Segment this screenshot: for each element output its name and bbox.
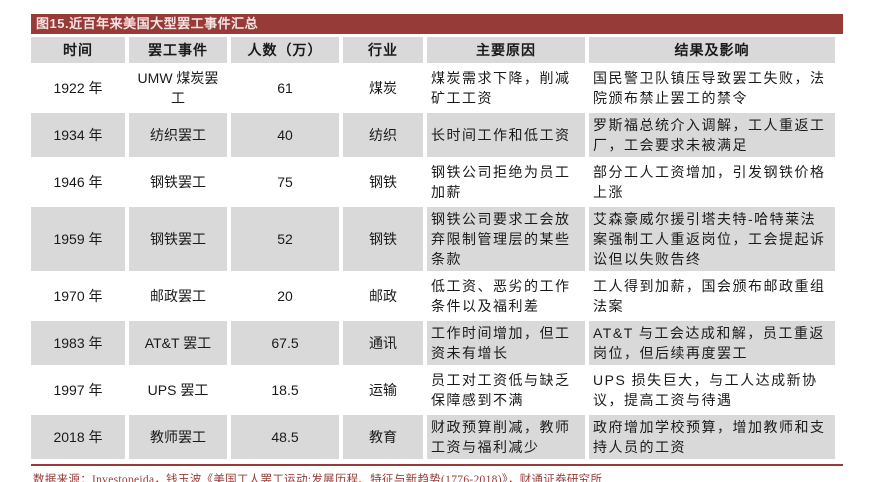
- cell-industry: 通讯: [343, 321, 423, 365]
- cell-result: UPS 损失巨大，与工人达成新协议，提高工资与待遇: [593, 372, 818, 408]
- cell-reason: 工作时间增加，但工资未有增长: [427, 321, 585, 365]
- bottom-divider: [31, 464, 843, 466]
- cell-reason: 钢铁公司拒绝为员工加薪: [431, 164, 571, 200]
- cell-industry: 运输: [369, 382, 397, 398]
- table-row: 1983 年 AT&T 罢工 67.5 通讯 工作时间增加，但工资未有增长 AT…: [31, 321, 835, 365]
- cell-result: 政府增加学校预算，增加教师和支持人员的工资: [589, 415, 835, 459]
- cell-time: 1970 年: [53, 288, 103, 304]
- table-row: 1934 年 纺织罢工 40 纺织 长时间工作和低工资 罗斯福总统介入调解，工人…: [31, 113, 835, 157]
- cell-event: 纺织罢工: [129, 113, 227, 157]
- cell-reason: 员工对工资低与缺乏保障感到不满: [431, 372, 571, 408]
- col-header-count: 人数（万）: [231, 37, 339, 63]
- cell-event: 教师罢工: [129, 415, 227, 459]
- cell-industry: 纺织: [343, 113, 423, 157]
- col-header-result: 结果及影响: [589, 37, 835, 63]
- cell-reason: 财政预算削减，教师工资与福利减少: [427, 415, 585, 459]
- table-row: 1922 年 UMW 煤炭罢工 61 煤炭 煤炭需求下降，削减矿工工资 国民警卫…: [31, 66, 835, 110]
- strike-table: 时间 罢工事件 人数（万） 行业 主要原因 结果及影响 1922 年 UMW 煤…: [27, 34, 839, 462]
- table-row: 1946 年 钢铁罢工 75 钢铁 钢铁公司拒绝为员工加薪 部分工人工资增加，引…: [31, 160, 835, 204]
- cell-industry: 教育: [343, 415, 423, 459]
- cell-count: 20: [277, 288, 293, 304]
- data-source-note: 数据来源：Investopeida，钱玉波《美国工人罢工运动:发展历程、特征与新…: [33, 474, 603, 482]
- cell-reason: 钢铁公司要求工会放弃限制管理层的某些条款: [427, 207, 585, 271]
- cell-count: 18.5: [271, 382, 299, 398]
- cell-event: 钢铁罢工: [150, 174, 206, 190]
- cell-count: 48.5: [231, 415, 339, 459]
- cell-count: 75: [277, 174, 293, 190]
- cell-time: 1946 年: [53, 174, 103, 190]
- cell-count: 67.5: [231, 321, 339, 365]
- cell-result: 工人得到加薪，国会颁布邮政重组法案: [593, 278, 826, 314]
- col-header-industry: 行业: [343, 37, 423, 63]
- cell-result: 艾森豪威尔援引塔夫特-哈特莱法案强制工人重返岗位，工会提起诉讼但以失败告终: [589, 207, 835, 271]
- cell-time: 1997 年: [53, 382, 103, 398]
- cell-result: AT&T 与工会达成和解，员工重返岗位，但后续再度罢工: [589, 321, 835, 365]
- col-header-time: 时间: [31, 37, 125, 63]
- figure-title: 图15.近百年来美国大型罢工事件汇总: [31, 14, 843, 34]
- cell-industry: 煤炭: [369, 80, 397, 96]
- cell-event: AT&T 罢工: [129, 321, 227, 365]
- table-row: 1970 年 邮政罢工 20 邮政 低工资、恶劣的工作条件以及福利差 工人得到加…: [31, 274, 835, 318]
- cell-time: 1922 年: [53, 80, 103, 96]
- cell-time: 1983 年: [31, 321, 125, 365]
- cell-result: 罗斯福总统介入调解，工人重返工厂，工会要求未被满足: [589, 113, 835, 157]
- table-row: 2018 年 教师罢工 48.5 教育 财政预算削减，教师工资与福利减少 政府增…: [31, 415, 835, 459]
- col-header-reason: 主要原因: [427, 37, 585, 63]
- cell-industry: 钢铁: [343, 207, 423, 271]
- cell-reason: 煤炭需求下降，削减矿工工资: [431, 70, 571, 106]
- table-row: 1959 年 钢铁罢工 52 钢铁 钢铁公司要求工会放弃限制管理层的某些条款 艾…: [31, 207, 835, 271]
- cell-time: 1934 年: [31, 113, 125, 157]
- cell-count: 61: [277, 80, 293, 96]
- cell-result: 国民警卫队镇压导致罢工失败，法院颁布禁止罢工的禁令: [593, 70, 826, 106]
- table-header-row: 时间 罢工事件 人数（万） 行业 主要原因 结果及影响: [31, 37, 835, 63]
- cell-count: 40: [231, 113, 339, 157]
- cell-industry: 邮政: [369, 288, 397, 304]
- report-figure: 图15.近百年来美国大型罢工事件汇总 时间 罢工事件 人数（万） 行业 主要原因…: [31, 14, 843, 482]
- cell-event: UPS 罢工: [147, 382, 209, 398]
- cell-time: 2018 年: [31, 415, 125, 459]
- cell-event: UMW 煤炭罢工: [137, 70, 219, 106]
- cell-count: 52: [231, 207, 339, 271]
- cell-event: 钢铁罢工: [129, 207, 227, 271]
- table-row: 1997 年 UPS 罢工 18.5 运输 员工对工资低与缺乏保障感到不满 UP…: [31, 368, 835, 412]
- cell-event: 邮政罢工: [150, 288, 206, 304]
- cell-reason: 长时间工作和低工资: [427, 113, 585, 157]
- col-header-event: 罢工事件: [129, 37, 227, 63]
- cell-result: 部分工人工资增加，引发钢铁价格上涨: [593, 164, 826, 200]
- cell-reason: 低工资、恶劣的工作条件以及福利差: [431, 278, 571, 314]
- cell-time: 1959 年: [31, 207, 125, 271]
- cell-industry: 钢铁: [369, 174, 397, 190]
